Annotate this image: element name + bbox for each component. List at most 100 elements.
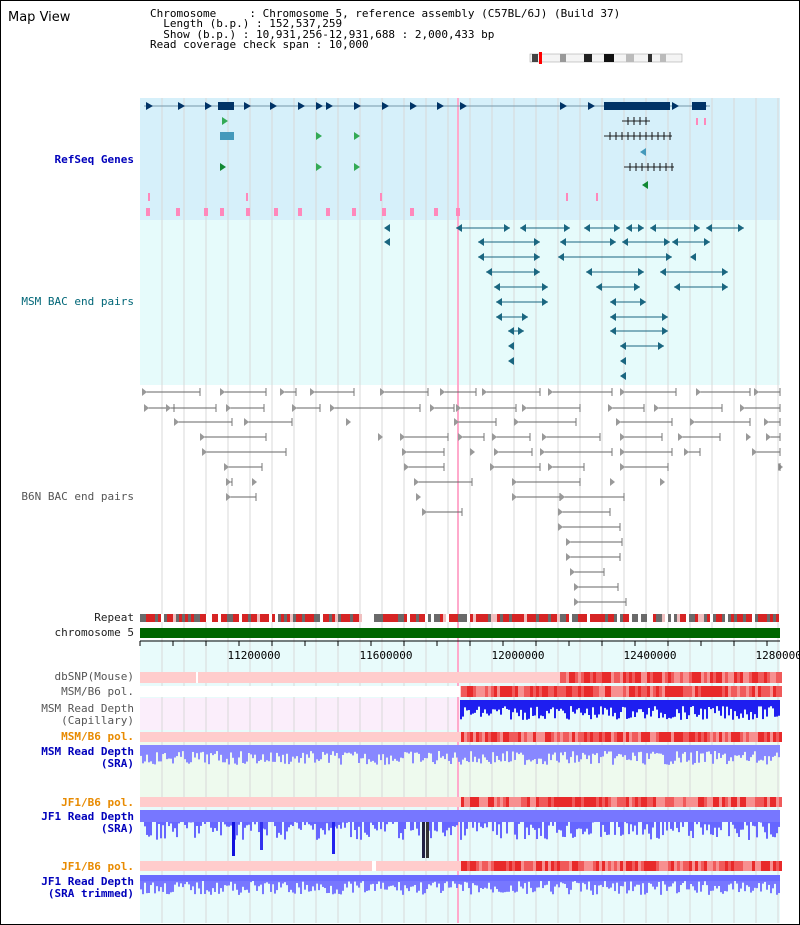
jf1-b6-pol-label[interactable]: JF1/B6 pol. [61, 796, 134, 809]
bac-end [694, 224, 700, 232]
snp-strip [410, 797, 413, 807]
msm-bac-track-label[interactable]: MSM BAC end pairs [21, 295, 134, 308]
snp-strip [185, 797, 188, 807]
msm-depth-sra-label[interactable]: MSM Read Depth (SRA) [2, 746, 134, 770]
msm-depth-capillary-label[interactable]: MSM Read Depth (Capillary) [2, 703, 134, 727]
snp-strip [755, 732, 758, 742]
depth-baseline [140, 810, 780, 822]
chromosome-track-label[interactable]: chromosome 5 [54, 626, 134, 639]
depth-bar [484, 700, 486, 710]
depth-bar [434, 745, 436, 765]
bac-end [144, 404, 149, 412]
ideogram-band [532, 54, 538, 62]
snp-strip [719, 797, 722, 807]
gene-arrow [326, 102, 333, 110]
repeat-track-label[interactable]: Repeat [94, 611, 134, 624]
repeat-block [734, 614, 737, 622]
bac-end [560, 238, 566, 246]
refseq-track-label[interactable]: RefSeq Genes [54, 153, 134, 166]
depth-bar [636, 745, 638, 762]
msm-b6-pol-label[interactable]: MSM/B6 pol. [61, 685, 134, 698]
depth-bar [630, 745, 632, 761]
depth-bar [552, 875, 554, 895]
repeat-block [242, 614, 245, 622]
snp-strip [632, 732, 635, 742]
depth-bar [606, 700, 608, 710]
depth-bar [268, 745, 270, 762]
snp-strip [413, 732, 416, 742]
snp-strip [680, 797, 683, 807]
jf1-depth-trimmed-label[interactable]: JF1 Read Depth (SRA trimmed) [2, 876, 134, 900]
snp-strip [215, 861, 218, 871]
depth-bar [730, 745, 732, 758]
repeat-block [737, 614, 740, 622]
b6n-bac-track-label[interactable]: B6N BAC end pairs [21, 490, 134, 503]
snp-strip [368, 861, 371, 871]
snp-strip [623, 686, 626, 697]
snp-strip [215, 732, 218, 742]
repeat-block [467, 614, 470, 622]
snp-strip [611, 797, 614, 807]
jf1-b6-pol-2-label[interactable]: JF1/B6 pol. [61, 860, 134, 873]
snp-strip [617, 686, 620, 697]
pink-mark [352, 208, 356, 216]
depth-bar [498, 745, 500, 760]
msm-b6-pol-2-label[interactable]: MSM/B6 pol. [61, 730, 134, 743]
depth-bar [568, 875, 570, 895]
snp-strip [506, 686, 509, 697]
snp-strip [596, 797, 599, 807]
repeat-block [275, 614, 278, 622]
gene-arrow [316, 132, 322, 140]
depth-bar [638, 700, 640, 710]
depth-bar [534, 700, 536, 716]
depth-bar [702, 810, 704, 835]
snp-strip [452, 861, 455, 871]
snp-strip [488, 797, 491, 807]
depth-bar [532, 700, 534, 716]
depth-bar [498, 700, 500, 710]
snp-strip [407, 797, 410, 807]
repeat-block [509, 614, 512, 622]
depth-bar [688, 700, 690, 716]
snp-strip [632, 686, 635, 697]
snp-strip [671, 732, 674, 742]
snp-strip [317, 861, 320, 871]
depth-bar [380, 875, 382, 889]
snp-strip [356, 732, 359, 742]
depth-bar [478, 700, 480, 707]
depth-bar [756, 700, 758, 718]
snp-strip [554, 732, 557, 742]
jf1-depth-sra-label[interactable]: JF1 Read Depth (SRA) [2, 811, 134, 835]
bac-end [634, 283, 640, 291]
snp-strip [758, 672, 761, 683]
snp-strip [290, 672, 293, 683]
depth-bar [700, 700, 702, 709]
depth-bar [772, 875, 774, 889]
depth-bar [358, 875, 360, 888]
depth-bar [258, 745, 260, 761]
snp-strip [509, 861, 512, 871]
depth-bar [614, 810, 616, 835]
snp-strip [587, 732, 590, 742]
repeat-block [368, 614, 371, 622]
depth-bar [274, 875, 276, 894]
dbsnp-track-label[interactable]: dbSNP(Mouse) [54, 670, 134, 683]
snp-strip [590, 672, 593, 683]
bac-end [486, 268, 492, 276]
depth-bar [492, 700, 494, 710]
snp-strip [377, 861, 380, 871]
repeat-block [530, 614, 533, 622]
repeat-block [473, 614, 476, 622]
snp-strip [734, 686, 737, 697]
depth-bar [470, 875, 472, 895]
snp-strip [578, 672, 581, 683]
snp-strip [443, 732, 446, 742]
snp-strip [284, 732, 287, 742]
snp-strip [269, 732, 272, 742]
depth-bar [550, 745, 552, 761]
snp-strip [407, 732, 410, 742]
snp-strip [533, 861, 536, 871]
snp-strip [236, 797, 239, 807]
depth-bar [160, 810, 162, 839]
